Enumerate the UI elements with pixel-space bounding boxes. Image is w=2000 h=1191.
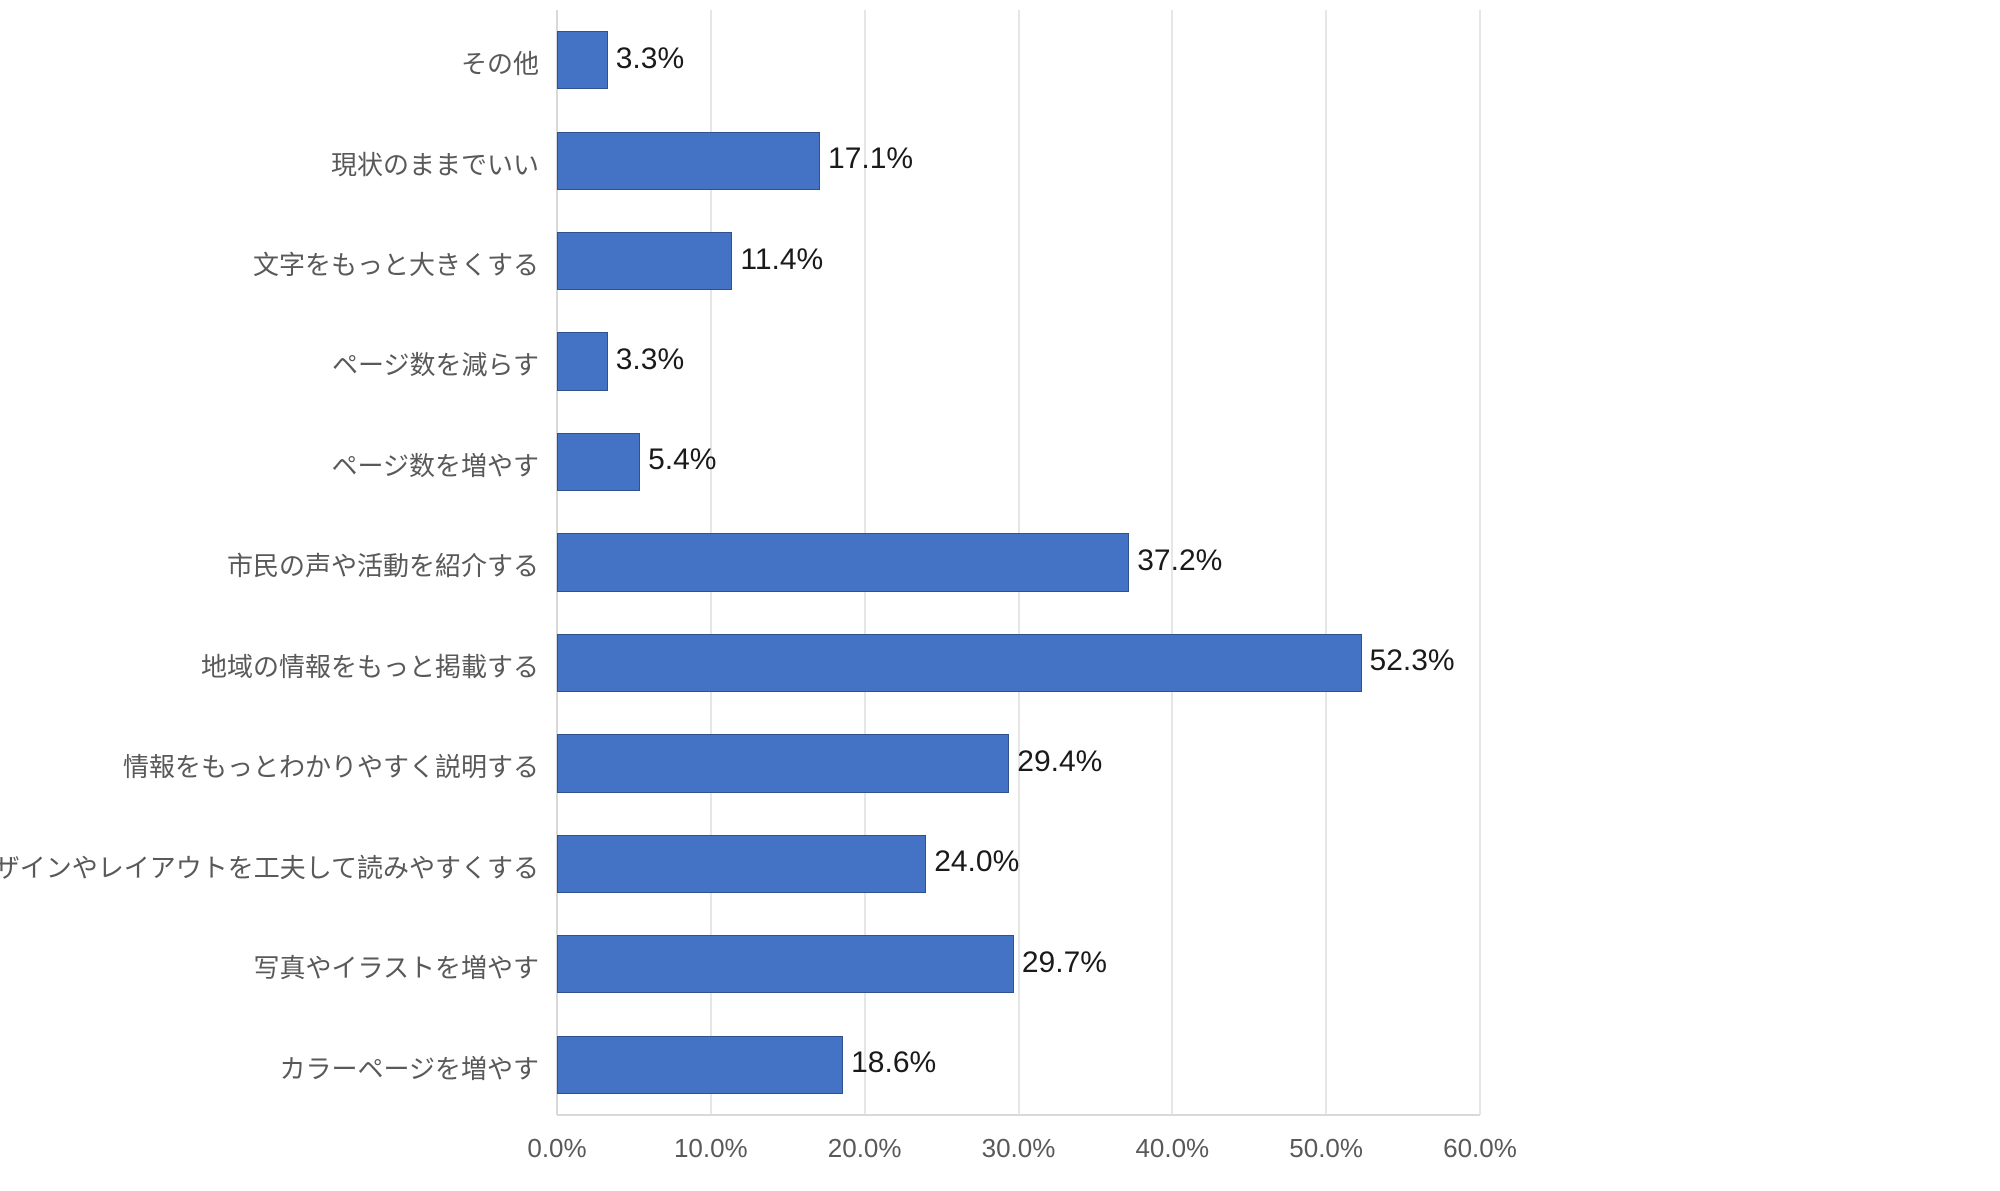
category-label: 市民の声や活動を紹介する — [227, 546, 539, 583]
category-label: その他 — [461, 44, 539, 81]
bar-value-label: 18.6% — [851, 1046, 936, 1080]
category-label: デザインやレイアウトを工夫して読みやすくする — [0, 848, 539, 885]
bar-value-label: 17.1% — [828, 142, 913, 176]
bar-value-label: 3.3% — [616, 42, 684, 76]
bar-value-label: 5.4% — [648, 443, 716, 477]
bar-value-label: 52.3% — [1370, 644, 1455, 678]
x-tick-label: 10.0% — [651, 1133, 771, 1164]
category-label: 写真やイラストを増やす — [254, 948, 539, 985]
horizontal-bar-chart: 3.3% 17.1% 11.4% 3.3% 5.4% 37.2% 52.3% 29.4% 24.… — [0, 0, 2000, 1191]
bar — [557, 31, 608, 89]
bar — [557, 634, 1362, 692]
x-tick-label: 60.0% — [1420, 1133, 1540, 1164]
x-tick-label: 50.0% — [1266, 1133, 1386, 1164]
gridline — [1479, 10, 1481, 1115]
bar-value-label: 24.0% — [934, 845, 1019, 879]
bar-value-label: 11.4% — [740, 243, 823, 277]
bar — [557, 533, 1129, 591]
bar — [557, 433, 640, 491]
bar — [557, 935, 1014, 993]
bar — [557, 835, 926, 893]
bar-value-label: 29.7% — [1022, 946, 1107, 980]
x-tick-label: 30.0% — [959, 1133, 1079, 1164]
plot-area: 3.3% 17.1% 11.4% 3.3% 5.4% 37.2% 52.3% 29.4% 24.… — [557, 10, 1480, 1115]
category-label: 文字をもっと大きくする — [253, 245, 539, 282]
bar — [557, 232, 732, 290]
x-tick-label: 40.0% — [1112, 1133, 1232, 1164]
bar-value-label: 3.3% — [616, 343, 684, 377]
bar-value-label: 37.2% — [1137, 544, 1222, 578]
x-tick-label: 20.0% — [805, 1133, 925, 1164]
category-label: ページ数を増やす — [332, 446, 539, 483]
bar — [557, 1036, 843, 1094]
bar-value-label: 29.4% — [1017, 745, 1102, 779]
bar — [557, 332, 608, 390]
gridline — [1325, 10, 1327, 1115]
category-label: 現状のままでいい — [331, 145, 539, 182]
category-label: 情報をもっとわかりやすく説明する — [123, 747, 539, 784]
category-label: ページ数を減らす — [332, 345, 539, 382]
x-axis-line — [557, 1114, 1480, 1116]
bar — [557, 734, 1009, 792]
category-label: 地域の情報をもっと掲載する — [201, 647, 539, 684]
category-label: カラーページを増やす — [280, 1049, 539, 1086]
x-tick-label: 0.0% — [497, 1133, 617, 1164]
bar — [557, 132, 820, 190]
